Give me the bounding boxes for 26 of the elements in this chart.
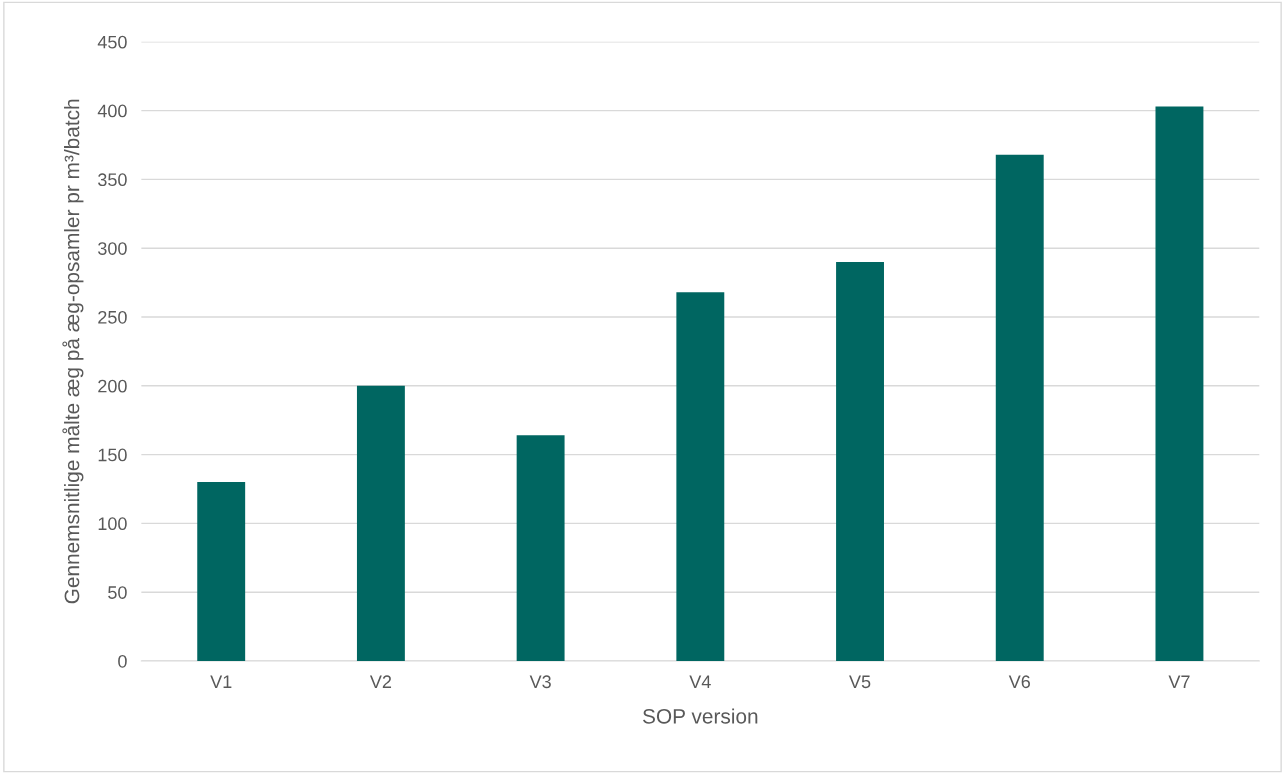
y-tick-label: 200	[98, 379, 127, 393]
y-tick-label: 50	[108, 586, 127, 599]
x-tick-label: V2	[369, 675, 392, 688]
bar	[995, 154, 1044, 661]
bar	[1155, 106, 1204, 661]
y-tick-label: 0	[118, 654, 127, 668]
y-tick-label: 400	[97, 104, 127, 118]
y-tick-label: 150	[98, 448, 127, 462]
x-tick-label: V6	[1008, 675, 1030, 689]
x-tick-label: V1	[210, 675, 232, 688]
y-tick-label: 300	[98, 242, 127, 255]
x-axis-title: SOP version	[642, 708, 758, 724]
x-tick-label: V5	[849, 675, 871, 689]
y-tick-label: 350	[98, 173, 127, 187]
bar	[516, 435, 565, 661]
y-tick-label: 450	[97, 35, 127, 49]
x-tick-label: V7	[1168, 675, 1190, 688]
bar	[836, 261, 884, 661]
y-axis-title: Gennemsnitlige målte æg på æg-opsamler pr m³/batch	[62, 99, 84, 604]
y-tick-label: 250	[98, 310, 127, 324]
x-tick-label: V3	[529, 675, 551, 689]
bar	[356, 385, 405, 661]
x-tick-label: V4	[689, 675, 711, 688]
y-tick-label: 100	[98, 517, 127, 531]
bar	[197, 482, 246, 661]
bar	[676, 292, 725, 661]
